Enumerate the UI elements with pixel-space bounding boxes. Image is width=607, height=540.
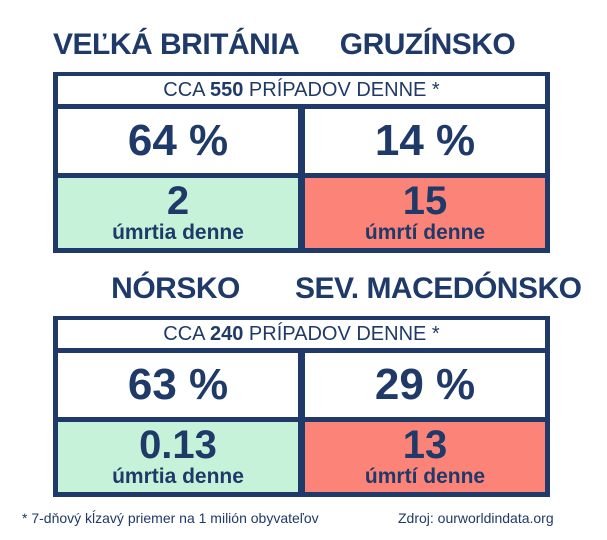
country-title-georgia: GRUZÍNSKO xyxy=(339,28,516,61)
cases-subtitle: CCA 240 PRÍPADOV DENNE * xyxy=(58,320,545,348)
cases-subtitle: CCA 550 PRÍPADOV DENNE * xyxy=(58,76,545,104)
deaths-label-georgia: úmrtí denne xyxy=(364,221,486,244)
subtitle-cases-number: 240 xyxy=(209,323,244,345)
vaccination-percent-georgia: 14 % xyxy=(305,109,545,173)
source-credit: Zdroj: ourworldindata.org xyxy=(398,510,554,526)
deaths-number-north-macedonia: 13 xyxy=(402,423,448,467)
subtitle-suffix: PRÍPADOV DENNE * xyxy=(248,323,440,345)
deaths-number-uk: 2 xyxy=(166,179,190,223)
deaths-cell-norway: 0.13 úmrtia denne xyxy=(58,422,298,492)
comparison-panel-550: CCA 550 PRÍPADOV DENNE * 64 % 14 % 2 úmr… xyxy=(53,72,550,253)
deaths-number-georgia: 15 xyxy=(402,179,448,223)
deaths-label-norway: úmrtia denne xyxy=(112,465,244,488)
country-title-uk: VEĽKÁ BRITÁNIA xyxy=(53,28,300,61)
vaccination-percent-norway: 63 % xyxy=(58,353,298,417)
vaccination-percent-north-macedonia: 29 % xyxy=(305,353,545,417)
country-title-norway: NÓRSKO xyxy=(111,272,240,305)
vaccination-percent-uk: 64 % xyxy=(58,109,298,173)
deaths-label-uk: úmrtia denne xyxy=(112,221,244,244)
subtitle-suffix: PRÍPADOV DENNE * xyxy=(248,79,440,101)
subtitle-prefix: CCA xyxy=(163,79,205,101)
deaths-cell-georgia: 15 úmrtí denne xyxy=(305,178,545,248)
deaths-label-north-macedonia: úmrtí denne xyxy=(364,465,486,488)
deaths-cell-north-macedonia: 13 úmrtí denne xyxy=(305,422,545,492)
deaths-cell-uk: 2 úmrtia denne xyxy=(58,178,298,248)
comparison-panel-240: CCA 240 PRÍPADOV DENNE * 63 % 29 % 0.13 … xyxy=(53,316,550,497)
footnote: * 7-dňový kĺzavý priemer na 1 milión oby… xyxy=(22,510,319,526)
country-title-north-macedonia: SEV. MACEDÓNSKO xyxy=(295,272,582,305)
subtitle-cases-number: 550 xyxy=(209,79,244,101)
deaths-number-norway: 0.13 xyxy=(139,423,217,467)
subtitle-prefix: CCA xyxy=(163,323,205,345)
